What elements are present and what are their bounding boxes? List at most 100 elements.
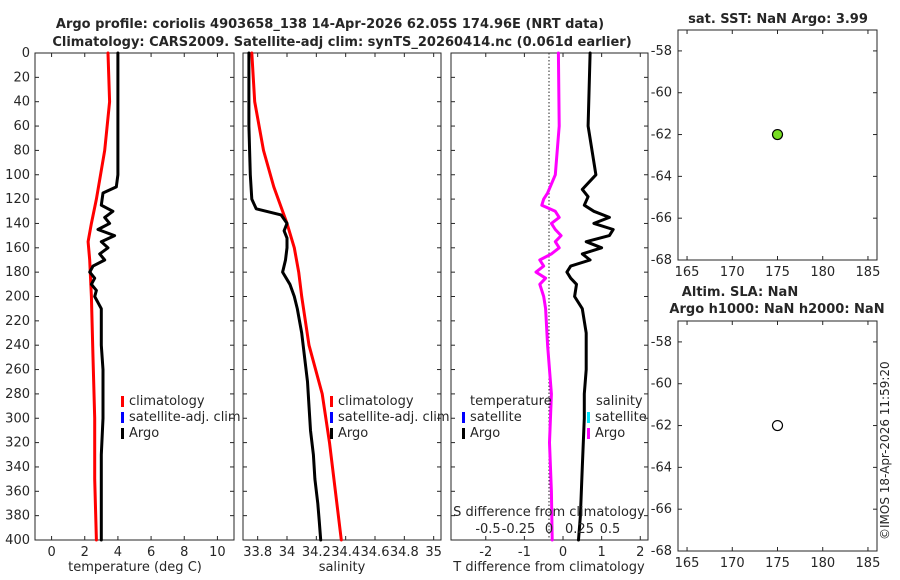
temperature-xlabel: temperature (deg C) (68, 560, 202, 575)
map-x-tick-label: 170 (720, 265, 745, 280)
temperature-ticks: 0204060801001201401601802002202402602803… (5, 46, 234, 560)
series-line-argo (88, 51, 120, 542)
map-x-tick-label: 180 (810, 556, 835, 571)
y-tick-label: 340 (5, 460, 30, 475)
salinity-xlabel: salinity (319, 560, 366, 575)
sst-map-points (771, 128, 784, 141)
legend-climatology-label: climatology (129, 394, 205, 409)
sla-map-axes-box (677, 320, 878, 552)
map-y-tick-label: -64 (651, 169, 672, 184)
legend-satellite-swatch (330, 412, 333, 423)
y-tick-label: 380 (5, 509, 30, 524)
map-y-tick-label: -64 (651, 460, 672, 475)
legend-t-argo-label: Argo (470, 426, 500, 441)
difference-series (534, 51, 615, 542)
legend-temperature-title: temperature (470, 394, 552, 409)
map-y-tick-label: -58 (651, 335, 672, 350)
y-tick-label: 140 (5, 216, 30, 231)
legend-argo-label: Argo (338, 426, 368, 441)
map-y-tick-label: -66 (651, 502, 672, 517)
x-tick-label: 34.8 (390, 545, 419, 560)
x-tick-label: -1 (518, 545, 531, 560)
x-tick-label: -2 (479, 545, 492, 560)
figure-title-line1: Argo profile: coriolis 4903658_138 14-Ap… (56, 17, 604, 32)
map-y-tick-label: -62 (651, 128, 672, 143)
legend-s-satellite-swatch (587, 412, 590, 423)
salinity-panel: 33.8 34 34.2 34.4 34.6 34.8 35 climatology sat… (242, 51, 450, 575)
x2-tick-label: 0 (545, 522, 553, 537)
legend-satellite-label: satellite-adj. clim (338, 410, 450, 425)
legend-satellite-swatch (121, 412, 124, 423)
x-tick-label: 0 (47, 545, 55, 560)
series-line-climatology (86, 51, 112, 542)
map-x-tick-label: 175 (765, 265, 790, 280)
map-y-tick-label: -62 (651, 419, 672, 434)
x-tick-label: 2 (636, 545, 644, 560)
imos-timestamp: ©IMOS 18-Apr-2026 11:59:20 (878, 361, 892, 540)
temperature-legend: climatology satellite-adj. clim Argo (121, 394, 241, 441)
legend-argo-label: Argo (129, 426, 159, 441)
y-tick-label: 200 (5, 290, 30, 305)
salinity-series (247, 51, 343, 542)
map-y-tick-label: -68 (651, 544, 672, 559)
salinity-axes-box (242, 52, 442, 541)
map-x-tick-label: 165 (675, 265, 700, 280)
y-tick-label: 240 (5, 338, 30, 353)
temperature-panel: 0204060801001201401601802002202402602803… (5, 46, 240, 575)
y-tick-label: 300 (5, 411, 30, 426)
y-tick-label: 320 (5, 436, 30, 451)
legend-argo-swatch (330, 428, 333, 439)
argo-position-marker (771, 128, 784, 141)
t-difference-xlabel: T difference from climatology (452, 560, 645, 575)
x-tick-label: 34 (279, 545, 296, 560)
sla-map-title-line1: Altim. SLA: NaN (682, 285, 798, 300)
sst-map-title: sat. SST: NaN Argo: 3.99 (688, 12, 868, 27)
y-tick-label: 160 (5, 241, 30, 256)
x-tick-label: 10 (209, 545, 226, 560)
difference-ticks: -2 -1 0 1 2 (451, 52, 648, 560)
difference-legend: temperature salinity satellite Argo sate… (462, 394, 647, 441)
series-line-t-argo (565, 51, 615, 542)
map-y-tick-label: -60 (651, 86, 672, 101)
temperature-axes-box (34, 52, 235, 541)
y-tick-label: 180 (5, 265, 30, 280)
y-tick-label: 360 (5, 484, 30, 499)
y-tick-label: 100 (5, 168, 30, 183)
x2-tick-label: 0.25 (565, 522, 594, 537)
sst-map-axes-box (677, 29, 878, 261)
map-x-tick-label: 180 (810, 265, 835, 280)
x-tick-label: 34.6 (361, 545, 390, 560)
x2-tick-label: 0.5 (600, 522, 621, 537)
x-tick-label: 34.4 (331, 545, 360, 560)
x-tick-label: 33.8 (243, 545, 272, 560)
temperature-series (86, 51, 120, 542)
y-tick-label: 0 (22, 46, 30, 61)
sla-map-panel: Altim. SLA: NaN Argo h1000: NaN h2000: N… (651, 285, 885, 571)
legend-s-argo-swatch (587, 428, 590, 439)
y-tick-label: 20 (13, 70, 30, 85)
map-x-tick-label: 185 (856, 265, 881, 280)
map-x-tick-label: 175 (765, 556, 790, 571)
x-tick-label: 35 (425, 545, 442, 560)
x-tick-label: 1 (598, 545, 606, 560)
series-line-climatology (250, 51, 343, 542)
x2-tick-label: -0.5 (475, 522, 500, 537)
legend-satellite-label: satellite-adj. clim (129, 410, 241, 425)
s-difference-ticks: -0.5 -0.25 0 0.25 0.5 (475, 522, 620, 537)
x-tick-label: 4 (114, 545, 122, 560)
legend-salinity-title: salinity (596, 394, 643, 409)
legend-climatology-label: climatology (338, 394, 414, 409)
salinity-ticks: 33.8 34 34.2 34.4 34.6 34.8 35 (243, 52, 442, 560)
y-tick-label: 80 (13, 143, 30, 158)
legend-t-satellite-label: satellite (470, 410, 522, 425)
legend-argo-swatch (121, 428, 124, 439)
argo-position-marker (771, 419, 784, 432)
map-y-tick-label: -68 (651, 253, 672, 268)
y-tick-label: 280 (5, 387, 30, 402)
figure-title-line2: Climatology: CARS2009. Satellite-adj cli… (52, 35, 631, 50)
map-x-tick-label: 170 (720, 556, 745, 571)
legend-t-argo-swatch (462, 428, 465, 439)
